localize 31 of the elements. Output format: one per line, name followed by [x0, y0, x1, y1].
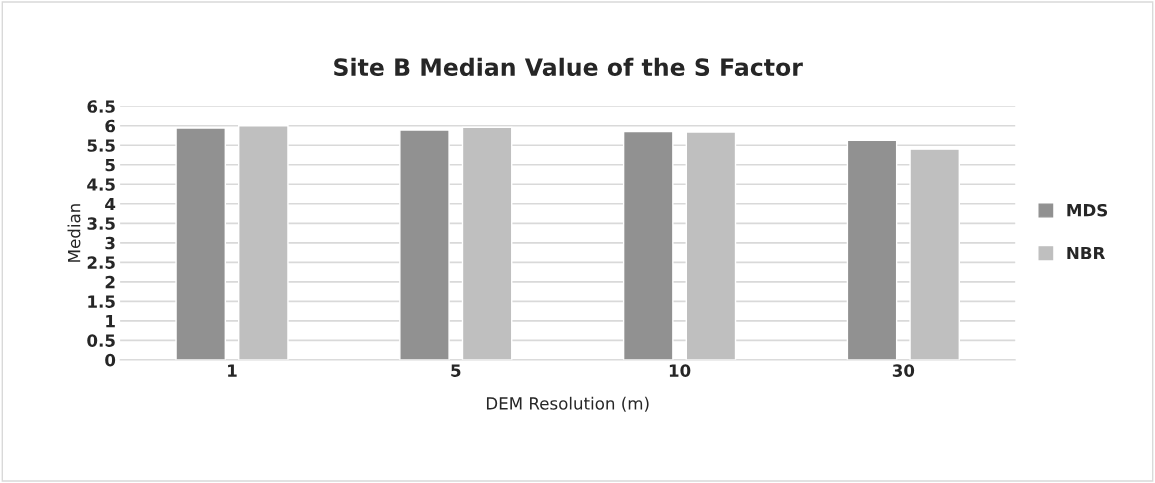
y-tick-label: 2	[105, 275, 115, 289]
x-tick-label: 5	[451, 364, 461, 377]
y-tick-label: 3	[105, 236, 115, 250]
x-tick-label: 10	[669, 364, 691, 377]
bar	[622, 130, 674, 360]
y-tick-label: 6	[105, 119, 116, 133]
y-tick-label: 0	[105, 353, 116, 367]
y-tick-label: 0.5	[87, 334, 115, 347]
legend-label: MDS	[1067, 203, 1108, 217]
bar	[909, 148, 960, 360]
x-tick-label: 30	[892, 364, 915, 377]
y-tick-label: 1.5	[88, 295, 115, 308]
bar	[461, 126, 513, 360]
y-axis-title: Median	[67, 204, 81, 262]
y-tick-label: 4	[105, 197, 116, 211]
y-tick-label: 2.5	[87, 256, 115, 269]
bar	[238, 125, 289, 360]
chart-title: Site B Median Value of the S Factor	[334, 57, 803, 77]
y-tick-label: 5.5	[87, 139, 115, 152]
bar	[685, 131, 737, 360]
x-tick-label: 1	[228, 364, 237, 377]
y-tick-label: 6.5	[87, 100, 115, 113]
y-tick-label: 4.5	[87, 178, 115, 191]
y-tick-label: 1	[106, 315, 115, 328]
y-tick-label: 5	[105, 158, 115, 172]
bar	[846, 139, 898, 360]
x-axis-title: DEM Resolution (m)	[486, 396, 649, 412]
bar	[175, 127, 226, 360]
legend-label: NBR	[1067, 246, 1106, 260]
y-tick-label: 3.5	[87, 217, 115, 230]
bar	[399, 129, 450, 360]
